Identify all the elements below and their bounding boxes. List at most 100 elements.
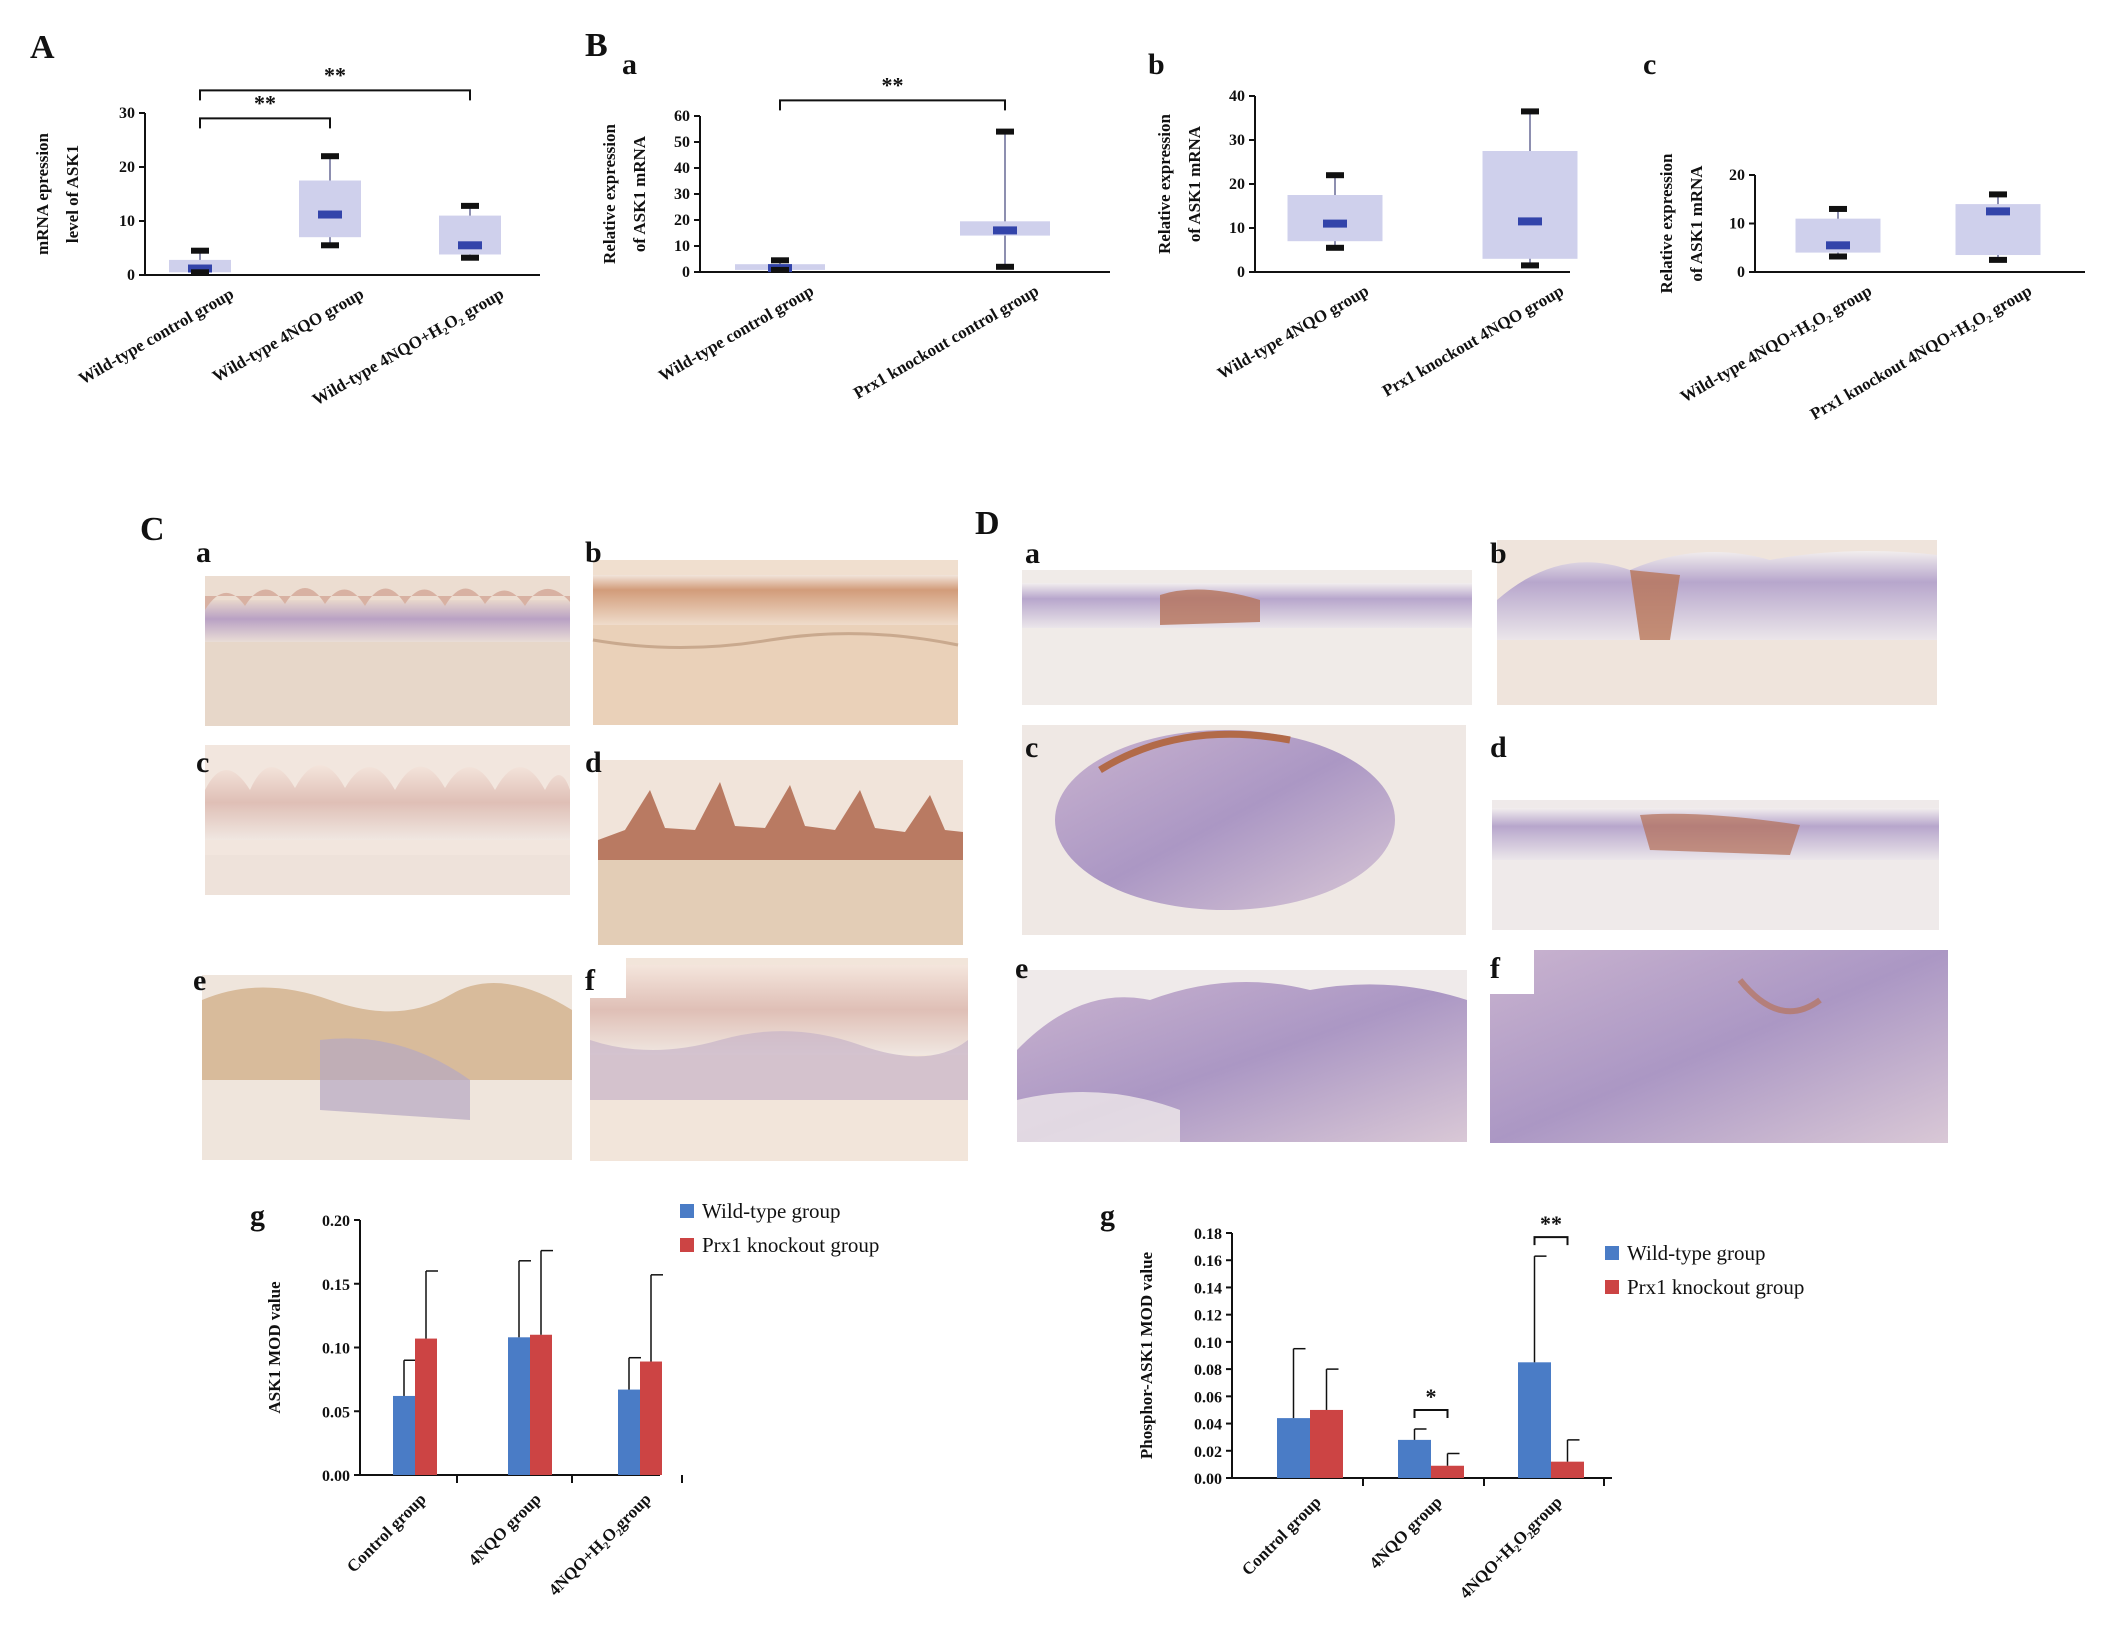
Ba-min-cap bbox=[996, 263, 1014, 270]
A-ytick-label: 0 bbox=[127, 267, 135, 284]
Bc-median bbox=[1826, 241, 1850, 250]
micrograph-D-e bbox=[1017, 970, 1467, 1142]
Bb-max-cap bbox=[1521, 108, 1539, 115]
Bb-ytick-label: 40 bbox=[1229, 88, 1245, 105]
A-ytick-label: 20 bbox=[119, 159, 135, 176]
panel-label-Dg: g bbox=[1100, 1199, 1115, 1232]
Cg-legend-label: Wild-type group bbox=[702, 1199, 841, 1223]
Dg-bar-prx1-knockout bbox=[1431, 1465, 1464, 1478]
Bb-min-cap bbox=[1326, 244, 1344, 251]
Bc-ylabel: of ASK1 mRNA bbox=[1687, 165, 1706, 282]
Dg-sig-label: ** bbox=[1540, 1211, 1562, 1236]
Dg-bar-prx1-knockout bbox=[1551, 1461, 1584, 1478]
panel-label-B: B bbox=[585, 27, 608, 64]
panel-label-Cb: b bbox=[585, 536, 602, 569]
micrograph-C-e bbox=[202, 975, 572, 1160]
Dg-category-label: 4NQO+H₂O₂group bbox=[1456, 1492, 1566, 1602]
Dg-category-label: 4NQO group bbox=[1365, 1492, 1445, 1572]
A-min-cap bbox=[461, 254, 479, 261]
panel-label-Cd: d bbox=[585, 746, 602, 779]
A-max-cap bbox=[461, 202, 479, 209]
Dg-legend-label: Wild-type group bbox=[1627, 1241, 1766, 1265]
Cg-bar-wild-type bbox=[618, 1389, 640, 1475]
Dg-sig-bracket bbox=[1413, 1408, 1449, 1418]
Bc-ylabel: Relative expression bbox=[1657, 153, 1676, 293]
panel-label-Db: b bbox=[1490, 537, 1507, 570]
Cg-bar-wild-type bbox=[393, 1395, 415, 1475]
panel-label-Bb: b bbox=[1148, 48, 1165, 81]
A-ylabel: mRNA epression bbox=[33, 132, 52, 255]
Ba-max-cap bbox=[771, 257, 789, 264]
Ba-ytick-label: 50 bbox=[674, 134, 690, 151]
A-ytick-label: 30 bbox=[119, 105, 135, 122]
Bb-median bbox=[1323, 219, 1347, 228]
Ba-ytick-label: 60 bbox=[674, 108, 690, 125]
Ba-sig-label: ** bbox=[882, 72, 904, 97]
Cg-bar-wild-type bbox=[508, 1337, 530, 1475]
Dg-ytick-label: 0.08 bbox=[1194, 1362, 1222, 1379]
micrograph-C-c bbox=[205, 745, 570, 895]
panel-label-Dc: c bbox=[1025, 731, 1038, 764]
Dg-legend-label: Prx1 knockout group bbox=[1627, 1275, 1804, 1299]
Bc-median bbox=[1986, 207, 2010, 216]
Cg-legend-swatch bbox=[680, 1238, 694, 1252]
Bb-category-label: Wild-type 4NQO group bbox=[1214, 281, 1372, 383]
Bc-ytick-label: 0 bbox=[1737, 264, 1745, 281]
A-sig-label: ** bbox=[254, 90, 276, 115]
micrograph-C-a bbox=[205, 576, 570, 726]
Cg-legend-swatch bbox=[680, 1204, 694, 1218]
A-ytick-label: 10 bbox=[119, 213, 135, 230]
Ba-category-label: Prx1 knockout control group bbox=[850, 281, 1042, 403]
panel-label-A: A bbox=[30, 29, 55, 66]
A-min-cap bbox=[191, 269, 209, 276]
panel-label-Bc: c bbox=[1643, 48, 1656, 81]
Bc-max-cap bbox=[1989, 191, 2007, 198]
A-max-cap bbox=[321, 153, 339, 160]
Ba-max-cap bbox=[996, 128, 1014, 135]
micrograph-D-b bbox=[1497, 540, 1937, 705]
Dg-bar-wild-type bbox=[1277, 1418, 1310, 1478]
A-box bbox=[299, 180, 361, 238]
Bc-min-cap bbox=[1989, 256, 2007, 263]
micrograph-D-a bbox=[1022, 570, 1472, 705]
panel-label-Da: a bbox=[1025, 537, 1040, 570]
Cg-legend-label: Prx1 knockout group bbox=[702, 1233, 879, 1257]
Bb-ylabel: Relative expression bbox=[1155, 113, 1174, 253]
micrograph-C-b bbox=[592, 560, 959, 725]
Cg-ylabel: ASK1 MOD value bbox=[265, 1281, 284, 1414]
Dg-legend-swatch bbox=[1605, 1246, 1619, 1260]
A-sig-label: ** bbox=[324, 62, 346, 87]
Ba-ytick-label: 0 bbox=[682, 264, 690, 281]
Cg-category-label: Control group bbox=[343, 1489, 430, 1576]
Bc-min-cap bbox=[1829, 253, 1847, 260]
Dg-ytick-label: 0.02 bbox=[1194, 1444, 1222, 1461]
Bb-median bbox=[1518, 217, 1542, 226]
Dg-ytick-label: 0.12 bbox=[1194, 1308, 1222, 1325]
Dg-sig-label: * bbox=[1426, 1384, 1437, 1409]
Cg-ytick-label: 0.05 bbox=[322, 1404, 350, 1421]
A-sig-bracket bbox=[199, 117, 331, 129]
panel-label-D: D bbox=[975, 505, 1000, 542]
panel-label-Ca: a bbox=[196, 536, 211, 569]
Dg-ytick-label: 0.06 bbox=[1194, 1389, 1222, 1406]
chart-Dg-bar-chart: 0.00 0.02 0.04 0.06 0.08 0.10 0.12 0.14 0.16 0.18… bbox=[1137, 1211, 1804, 1602]
Bb-ytick-label: 30 bbox=[1229, 132, 1245, 149]
A-max-cap bbox=[191, 247, 209, 254]
Cg-category-label: 4NQO group bbox=[464, 1489, 544, 1569]
A-median bbox=[318, 210, 342, 219]
Bc-max-cap bbox=[1829, 205, 1847, 212]
Cg-bar-prx1-knockout bbox=[640, 1361, 662, 1475]
Dg-legend-swatch bbox=[1605, 1280, 1619, 1294]
Ba-ylabel: Relative expression bbox=[600, 123, 619, 263]
Ba-ylabel: of ASK1 mRNA bbox=[630, 135, 649, 252]
Bb-max-cap bbox=[1326, 172, 1344, 179]
micrograph-D-f bbox=[1490, 950, 1948, 1143]
Dg-category-label: Control group bbox=[1238, 1492, 1325, 1579]
Cg-ytick-label: 0.00 bbox=[322, 1468, 350, 1485]
Ba-ytick-label: 40 bbox=[674, 160, 690, 177]
panel-label-C: C bbox=[140, 511, 165, 548]
Bb-min-cap bbox=[1521, 262, 1539, 269]
Dg-sig-bracket bbox=[1533, 1236, 1569, 1246]
